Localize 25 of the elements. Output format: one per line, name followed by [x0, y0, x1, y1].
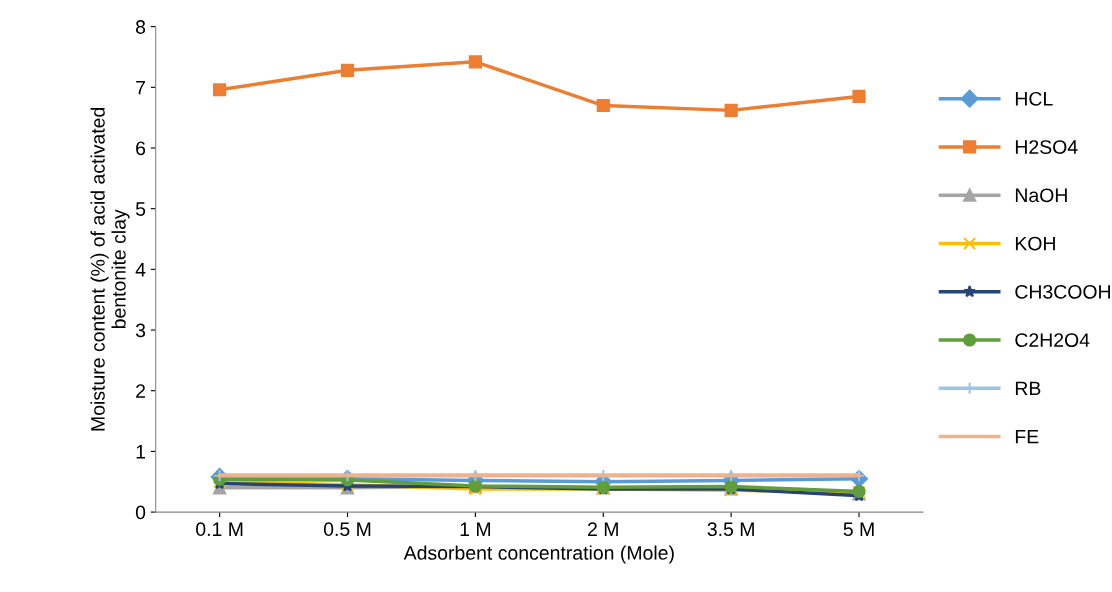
legend-label: H2SO4 — [1015, 140, 1078, 154]
legend-label: NaOH — [1015, 188, 1067, 203]
y-axis-title: Moisture content (%) of acid activated bentonite clay — [90, 107, 130, 431]
x-tick-label: 3.5 M — [707, 522, 754, 537]
y-tick-label: 1 — [136, 445, 146, 459]
x-tick-label: 1 M — [460, 522, 490, 536]
x-tick-label: 0.1 M — [196, 522, 243, 537]
y-tick-label: 7 — [136, 80, 145, 95]
y-tick-label: 0 — [135, 505, 146, 520]
x-axis-title: Adsorbent concentration (Mole) — [403, 545, 674, 564]
y-tick-label: 5 — [135, 202, 146, 216]
y-tick-label: 8 — [135, 20, 146, 34]
y-tick-label: 6 — [136, 141, 146, 156]
legend-label: FE — [1015, 429, 1039, 444]
x-tick-label: 5 M — [843, 522, 874, 537]
x-tick-label: 2 M — [588, 522, 618, 536]
y-tick-label: 4 — [135, 263, 146, 277]
legend-label: C2H2O4 — [1015, 333, 1090, 347]
legend-label: HCL — [1015, 91, 1053, 106]
legend-label: RB — [1015, 381, 1041, 396]
y-tick-label: 2 — [136, 384, 145, 398]
legend-label: CH3COOH — [1015, 284, 1110, 299]
x-tick-label: 0.5 M — [323, 522, 371, 537]
y-tick-label: 3 — [135, 323, 146, 338]
legend-label: KOH — [1015, 236, 1055, 251]
